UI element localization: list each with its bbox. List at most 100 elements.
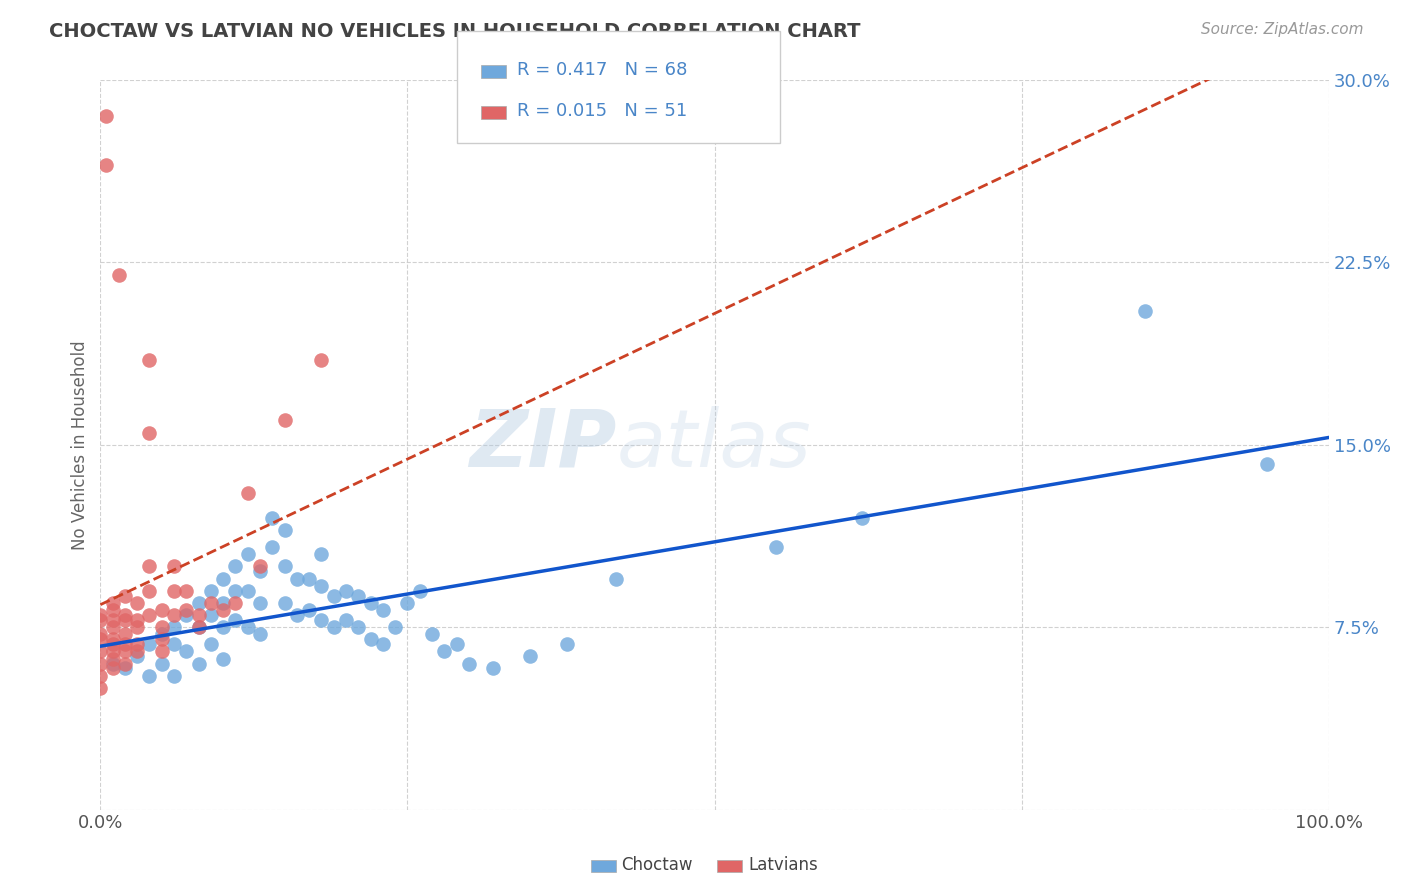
Point [851,510,873,524]
Point [101,657,124,671]
Point [101,637,124,651]
Point [273,596,295,610]
Text: Latvians: Latvians [748,856,818,874]
Point [236,486,259,500]
Y-axis label: No Vehicles in Household: No Vehicles in Household [72,340,89,549]
Point [101,652,124,666]
Point [114,589,136,603]
Point [298,572,321,586]
Text: CHOCTAW VS LATVIAN NO VEHICLES IN HOUSEHOLD CORRELATION CHART: CHOCTAW VS LATVIAN NO VEHICLES IN HOUSEH… [49,22,860,41]
Point [420,627,443,641]
Point [138,425,160,440]
Point [163,620,186,634]
Point [114,627,136,641]
Point [249,564,271,578]
Point [224,596,246,610]
Text: R = 0.417   N = 68: R = 0.417 N = 68 [517,62,688,79]
Point [212,596,235,610]
Point [224,559,246,574]
Point [273,523,295,537]
Point [138,583,160,598]
Point [249,596,271,610]
Point [101,603,124,617]
Point [187,620,209,634]
Point [200,596,222,610]
Point [273,413,295,427]
Point [89,632,111,647]
Point [371,603,394,617]
Point [176,603,198,617]
Point [322,620,344,634]
Point [138,352,160,367]
Point [519,649,541,664]
Point [765,540,787,554]
Text: Choctaw: Choctaw [621,856,693,874]
Point [127,620,149,634]
Point [236,547,259,561]
Point [96,158,118,172]
Point [457,657,479,671]
Point [101,596,124,610]
Point [187,596,209,610]
Point [96,110,118,124]
Point [89,681,111,695]
Point [114,644,136,658]
Point [396,596,419,610]
Point [127,637,149,651]
Point [212,620,235,634]
Point [101,661,124,675]
Point [335,613,357,627]
Point [163,637,186,651]
Point [138,669,160,683]
Text: atlas: atlas [616,406,811,483]
Point [298,603,321,617]
Point [212,572,235,586]
Point [200,607,222,622]
Point [89,657,111,671]
Point [360,632,382,647]
Point [224,583,246,598]
Point [446,637,468,651]
Point [114,613,136,627]
Point [138,559,160,574]
Point [262,540,284,554]
Point [249,627,271,641]
Point [187,607,209,622]
Point [114,607,136,622]
Point [273,559,295,574]
Point [311,613,333,627]
Point [114,661,136,675]
Point [89,627,111,641]
Point [347,589,370,603]
Point [163,607,186,622]
Point [127,644,149,658]
Point [433,644,456,658]
Point [409,583,432,598]
Point [150,657,173,671]
Point [150,632,173,647]
Point [200,583,222,598]
Point [176,607,198,622]
Point [150,644,173,658]
Text: ZIP: ZIP [470,406,616,483]
Point [127,613,149,627]
Point [101,620,124,634]
Point [176,644,198,658]
Point [89,669,111,683]
Point [150,627,173,641]
Point [371,637,394,651]
Point [163,559,186,574]
Point [176,583,198,598]
Point [101,613,124,627]
Point [150,603,173,617]
Point [107,268,129,282]
Point [236,583,259,598]
Point [605,572,627,586]
Point [482,661,505,675]
Point [224,613,246,627]
Point [285,572,308,586]
Point [101,632,124,647]
Point [114,657,136,671]
Point [187,620,209,634]
Point [138,607,160,622]
